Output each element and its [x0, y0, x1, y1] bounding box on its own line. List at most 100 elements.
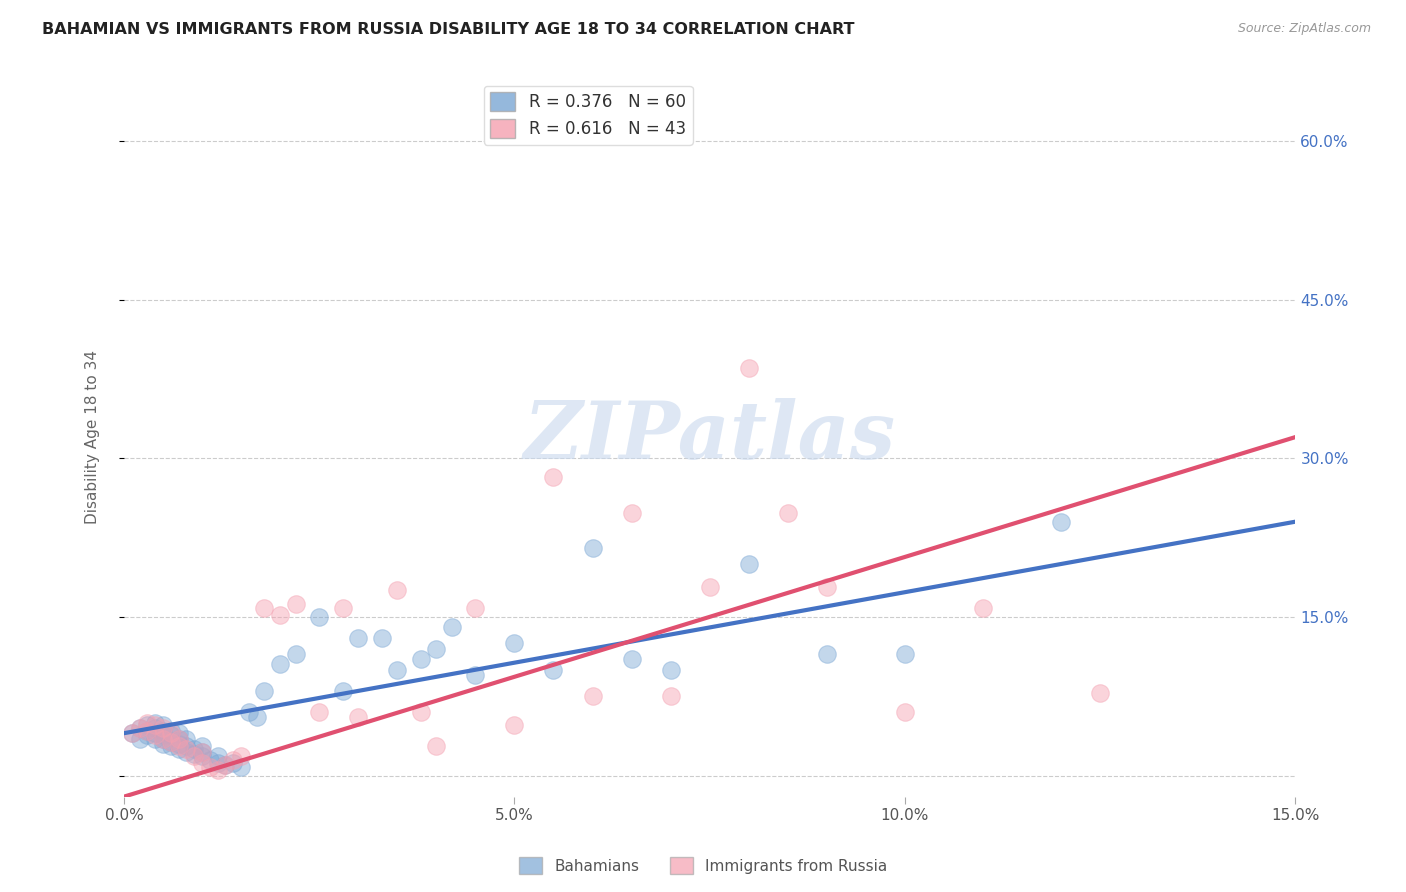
Point [387, 583, 409, 598]
Point [152, 731, 174, 746]
Point [581, 541, 603, 555]
Point [269, 607, 291, 622]
Point [167, 739, 190, 753]
Point [347, 631, 370, 645]
Point [776, 506, 799, 520]
Point [159, 724, 181, 739]
Y-axis label: Disability Age 18 to 34: Disability Age 18 to 34 [86, 350, 100, 524]
Point [191, 749, 214, 764]
Point [143, 731, 166, 746]
Point [253, 684, 276, 698]
Point [183, 747, 205, 762]
Point [543, 663, 565, 677]
Point [136, 728, 159, 742]
Point [229, 760, 252, 774]
Point [143, 728, 166, 742]
Point [183, 742, 205, 756]
Point [191, 745, 214, 759]
Point [253, 601, 276, 615]
Point [159, 739, 181, 753]
Point [308, 705, 330, 719]
Point [176, 742, 198, 756]
Point [503, 636, 526, 650]
Point [387, 663, 409, 677]
Point [464, 601, 486, 615]
Point [238, 705, 260, 719]
Point [620, 506, 643, 520]
Point [815, 647, 838, 661]
Point [207, 763, 229, 777]
Point [152, 724, 174, 739]
Point [183, 749, 205, 764]
Text: Source: ZipAtlas.com: Source: ZipAtlas.com [1237, 22, 1371, 36]
Point [143, 718, 166, 732]
Point [167, 731, 190, 746]
Point [167, 731, 190, 746]
Point [176, 745, 198, 759]
Point [659, 663, 682, 677]
Point [152, 737, 174, 751]
Text: ZIPatlas: ZIPatlas [523, 399, 896, 475]
Point [136, 715, 159, 730]
Point [214, 758, 236, 772]
Point [503, 718, 526, 732]
Point [543, 470, 565, 484]
Point [347, 710, 370, 724]
Point [159, 728, 181, 742]
Point [738, 361, 761, 376]
Legend: R = 0.376   N = 60, R = 0.616   N = 43: R = 0.376 N = 60, R = 0.616 N = 43 [484, 86, 693, 145]
Point [620, 652, 643, 666]
Point [159, 726, 181, 740]
Point [284, 597, 307, 611]
Point [370, 631, 392, 645]
Point [167, 737, 190, 751]
Point [128, 721, 150, 735]
Point [152, 718, 174, 732]
Point [121, 726, 143, 740]
Text: BAHAMIAN VS IMMIGRANTS FROM RUSSIA DISABILITY AGE 18 TO 34 CORRELATION CHART: BAHAMIAN VS IMMIGRANTS FROM RUSSIA DISAB… [42, 22, 855, 37]
Point [159, 734, 181, 748]
Point [332, 684, 354, 698]
Point [229, 749, 252, 764]
Point [222, 756, 245, 770]
Point [143, 715, 166, 730]
Point [152, 721, 174, 735]
Point [167, 726, 190, 740]
Point [207, 749, 229, 764]
Point [136, 724, 159, 739]
Point [659, 689, 682, 703]
Point [738, 557, 761, 571]
Point [198, 753, 221, 767]
Point [581, 689, 603, 703]
Point [440, 620, 463, 634]
Point [198, 760, 221, 774]
Point [894, 705, 917, 719]
Point [152, 728, 174, 742]
Point [143, 721, 166, 735]
Point [143, 726, 166, 740]
Point [815, 580, 838, 594]
Point [409, 705, 432, 719]
Point [332, 601, 354, 615]
Point [167, 742, 190, 756]
Point [176, 739, 198, 753]
Point [159, 734, 181, 748]
Point [222, 753, 245, 767]
Point [136, 718, 159, 732]
Point [214, 758, 236, 772]
Point [128, 731, 150, 746]
Legend: Bahamians, Immigrants from Russia: Bahamians, Immigrants from Russia [513, 851, 893, 880]
Point [464, 668, 486, 682]
Point [246, 710, 269, 724]
Point [121, 726, 143, 740]
Point [207, 756, 229, 770]
Point [191, 739, 214, 753]
Point [308, 610, 330, 624]
Point [176, 731, 198, 746]
Point [191, 745, 214, 759]
Point [269, 657, 291, 672]
Point [284, 647, 307, 661]
Point [409, 652, 432, 666]
Point [1090, 686, 1112, 700]
Point [152, 731, 174, 746]
